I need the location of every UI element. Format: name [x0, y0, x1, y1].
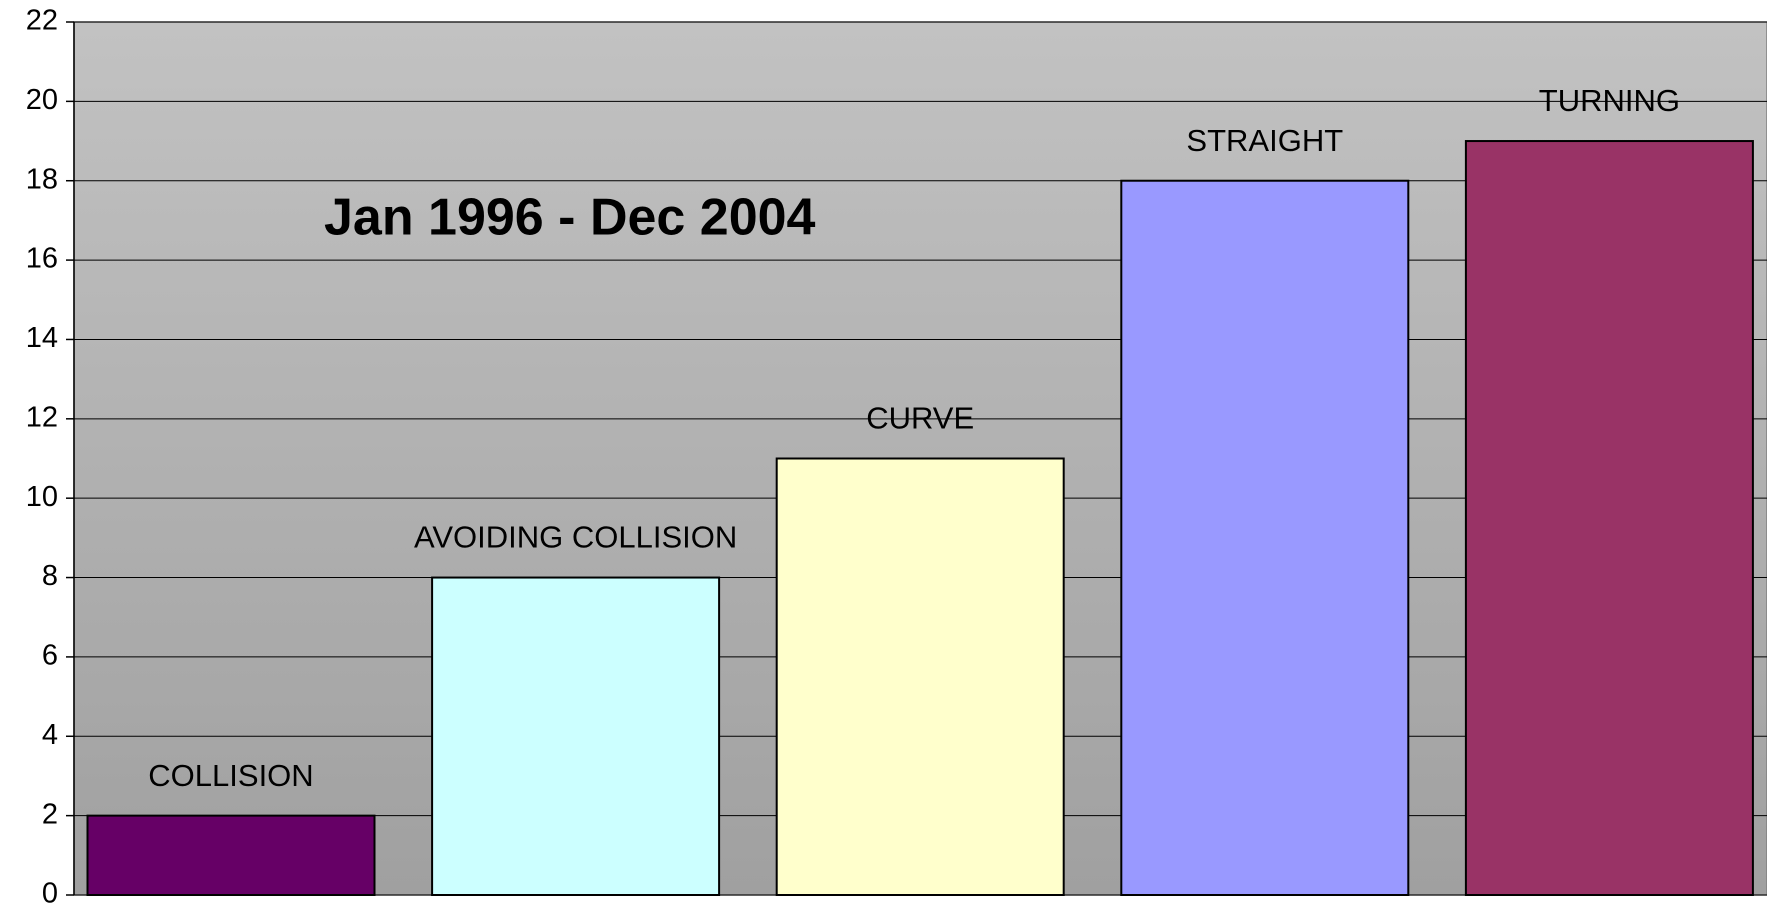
bar	[86, 814, 376, 896]
y-tick-label: 10	[26, 481, 58, 513]
bar	[775, 457, 1065, 896]
bar	[1464, 140, 1754, 896]
category-label: CURVE	[866, 401, 974, 436]
y-tick-label: 20	[26, 84, 58, 116]
y-tick-label: 14	[26, 322, 58, 354]
y-tick-label: 4	[42, 719, 58, 751]
category-label: COLLISION	[148, 758, 313, 793]
y-tick-label: 6	[42, 640, 58, 672]
bars	[86, 140, 1754, 897]
y-tick-label: 22	[26, 5, 58, 37]
annotation: Jan 1996 - Dec 2004	[324, 189, 816, 247]
y-tick-label: 2	[42, 798, 58, 830]
category-label: AVOIDING COLLISION	[414, 520, 737, 555]
bar	[431, 576, 721, 897]
y-tick-label: 16	[26, 243, 58, 275]
y-tick-label: 18	[26, 163, 58, 195]
bar	[1120, 179, 1410, 896]
y-tick-label: 8	[42, 560, 58, 592]
category-label: TURNING	[1539, 83, 1680, 118]
y-tick-label: 12	[26, 401, 58, 433]
category-label: STRAIGHT	[1186, 123, 1343, 158]
y-tick-label: 0	[42, 878, 58, 905]
